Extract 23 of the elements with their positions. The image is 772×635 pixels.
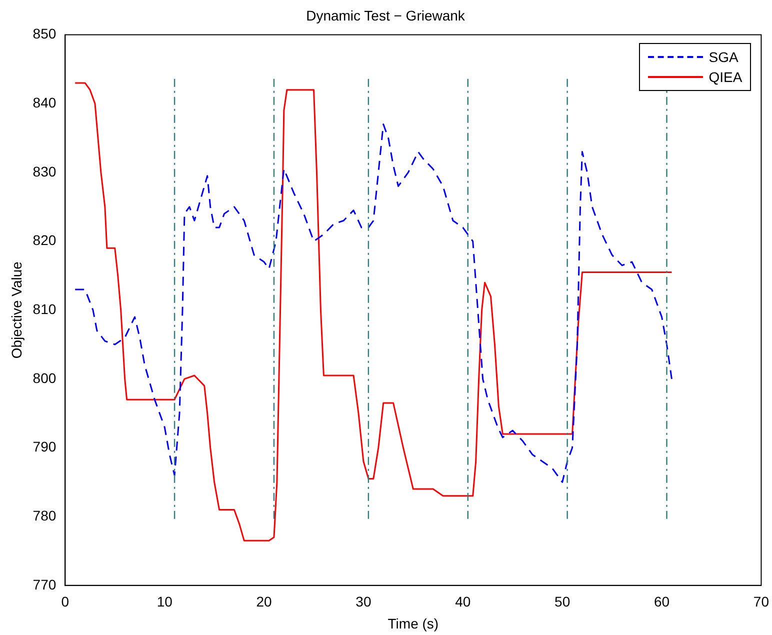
y-tick-label: 790	[32, 438, 56, 455]
y-tick-label: 800	[32, 370, 56, 386]
x-axis-title: Time (s)	[388, 615, 439, 632]
y-tick-label: 810	[32, 300, 56, 317]
x-tick-label: 10	[156, 594, 173, 610]
x-tick-label: 50	[554, 594, 570, 610]
y-tick-label: 830	[32, 163, 56, 180]
x-tick-label: 30	[356, 594, 372, 610]
line-series	[74, 124, 672, 483]
legend-label: QIEA	[708, 68, 742, 85]
legend-label: SGA	[708, 48, 738, 65]
chart-title: Dynamic Test − Griewank	[306, 7, 466, 24]
y-tick-label: 770	[32, 576, 56, 592]
y-tick-label: 840	[32, 94, 56, 110]
y-tick-label: 820	[32, 232, 56, 248]
x-tick-label: 0	[61, 594, 70, 610]
x-tick-label: 70	[753, 594, 770, 610]
y-tick-label: 850	[32, 26, 56, 42]
x-tick-label: 20	[256, 594, 272, 610]
x-tick-label: 60	[654, 594, 670, 610]
x-tick-label: 40	[455, 594, 471, 610]
y-tick-label: 780	[32, 507, 56, 524]
y-axis-title: Objective Value	[8, 261, 24, 359]
